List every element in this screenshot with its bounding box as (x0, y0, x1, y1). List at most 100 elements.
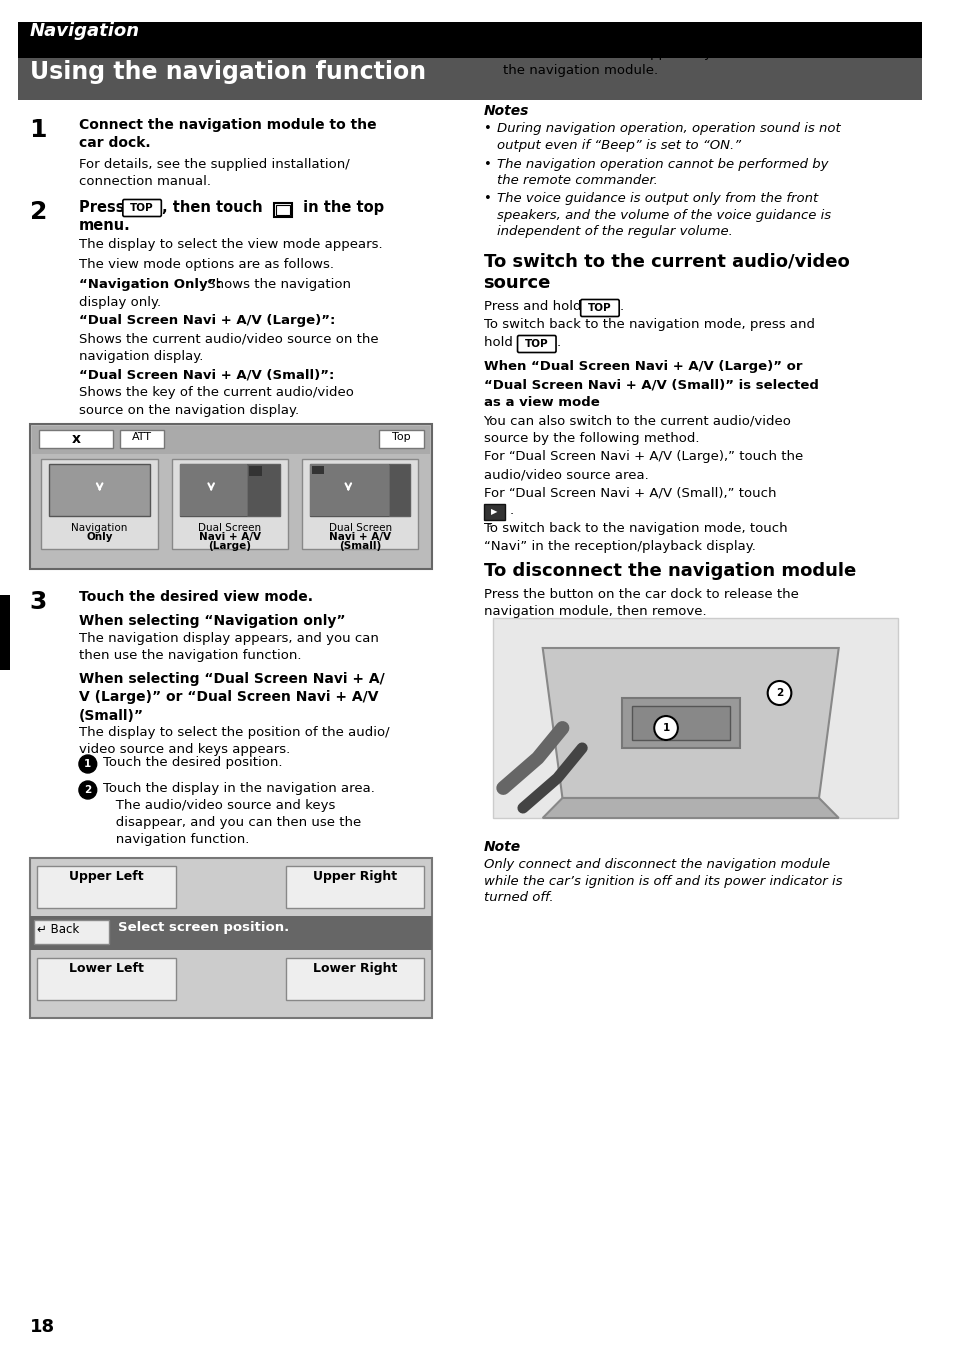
FancyBboxPatch shape (517, 335, 556, 353)
Text: menu.: menu. (79, 218, 131, 233)
Bar (30, 425, 432, 569)
Bar (276, 206, 290, 215)
Text: in the top: in the top (297, 200, 384, 215)
Text: 1: 1 (84, 758, 91, 769)
Text: audio/video source area.: audio/video source area. (483, 468, 648, 481)
Text: , then touch: , then touch (162, 200, 267, 215)
Bar (31, 426, 430, 454)
Text: .: . (509, 504, 513, 516)
Text: 1: 1 (661, 723, 669, 733)
Bar (30, 917, 432, 950)
Text: The navigation operation cannot be performed by
the remote commander.: The navigation operation cannot be perfo… (497, 158, 828, 188)
Text: ₅: ₅ (487, 519, 491, 529)
Bar (33, 919, 109, 944)
Text: The voice guidance is output only from the front
speakers, and the volume of the: The voice guidance is output only from t… (497, 192, 831, 238)
Bar (50, 464, 150, 516)
Bar (312, 466, 323, 475)
Polygon shape (542, 798, 838, 818)
Circle shape (79, 781, 96, 799)
Text: .: . (556, 337, 560, 349)
Bar (179, 464, 280, 516)
Bar (249, 466, 262, 476)
Text: For details, see the supplied installation/
connection manual.: For details, see the supplied installati… (79, 158, 350, 188)
Text: 18: 18 (30, 1318, 54, 1336)
Text: To switch to the current audio/video
source: To switch to the current audio/video sou… (483, 251, 848, 292)
Text: source on the navigation display.: source on the navigation display. (79, 404, 298, 416)
Bar (18, 58, 921, 100)
Bar (18, 22, 921, 58)
Bar (0, 595, 10, 671)
Text: Dual Screen: Dual Screen (198, 523, 261, 533)
Text: (Large): (Large) (208, 541, 252, 552)
Bar (493, 618, 897, 818)
FancyBboxPatch shape (580, 300, 618, 316)
Text: Using the navigation function: Using the navigation function (30, 59, 425, 84)
Bar (172, 458, 288, 549)
Text: The display to select the view mode appears.: The display to select the view mode appe… (79, 238, 382, 251)
Text: ATT: ATT (132, 433, 152, 442)
Bar (310, 464, 389, 516)
Text: 1: 1 (30, 118, 47, 142)
Text: During navigation operation, operation sound is not
output even if “Beep” is set: During navigation operation, operation s… (497, 122, 841, 151)
Text: 2: 2 (30, 200, 47, 224)
Bar (389, 464, 410, 516)
Text: When selecting “Navigation only”: When selecting “Navigation only” (79, 614, 345, 627)
Text: Navigation: Navigation (71, 523, 128, 533)
Text: x: x (71, 433, 80, 446)
Text: TOP: TOP (524, 339, 548, 349)
Text: Press and hold: Press and hold (483, 300, 584, 314)
Text: Lower Left: Lower Left (69, 963, 144, 975)
Text: “Dual Screen Navi + A/V (Small)” is selected: “Dual Screen Navi + A/V (Small)” is sele… (483, 379, 818, 391)
Bar (378, 430, 424, 448)
Bar (120, 430, 164, 448)
Text: “Navigation Only”:: “Navigation Only”: (79, 279, 221, 291)
Bar (37, 959, 175, 1000)
Text: For further details on navigation operation,
refer to the leaflet (supplied by T: For further details on navigation operat… (503, 30, 797, 77)
Text: Press: Press (79, 200, 130, 215)
Text: Press the button on the car dock to release the
navigation module, then remove.: Press the button on the car dock to rele… (483, 588, 798, 618)
Text: Only: Only (87, 531, 112, 542)
Bar (286, 959, 424, 1000)
Text: Navigation: Navigation (30, 22, 139, 41)
Text: Shows the current audio/video source on the: Shows the current audio/video source on … (79, 333, 378, 345)
Text: “Dual Screen Navi + A/V (Large)”:: “Dual Screen Navi + A/V (Large)”: (79, 314, 335, 327)
Text: The display to select the position of the audio/
video source and keys appears.: The display to select the position of th… (79, 726, 389, 756)
Text: Lower Right: Lower Right (313, 963, 397, 975)
Text: For “Dual Screen Navi + A/V (Small),” touch: For “Dual Screen Navi + A/V (Small),” to… (483, 485, 775, 499)
Text: .: . (619, 300, 623, 314)
Text: Shows the navigation: Shows the navigation (203, 279, 351, 291)
Text: display only.: display only. (79, 296, 161, 310)
Circle shape (79, 754, 96, 773)
Text: “Navi” in the reception/playback display.: “Navi” in the reception/playback display… (483, 539, 755, 553)
Text: Connect the navigation module to the
car dock.: Connect the navigation module to the car… (79, 118, 376, 150)
Text: Touch the display in the navigation area.
   The audio/video source and keys
   : Touch the display in the navigation area… (103, 781, 375, 846)
Text: Upper Right: Upper Right (313, 869, 396, 883)
Text: Select screen position.: Select screen position. (118, 921, 290, 934)
Text: hold: hold (483, 337, 517, 349)
Text: 3: 3 (30, 589, 47, 614)
Circle shape (767, 681, 791, 704)
Text: The view mode options are as follows.: The view mode options are as follows. (79, 258, 334, 270)
Bar (274, 203, 292, 218)
Text: Note: Note (483, 840, 520, 854)
Text: as a view mode: as a view mode (483, 396, 598, 410)
Bar (41, 458, 157, 549)
Text: Only connect and disconnect the navigation module
while the car’s ignition is of: Only connect and disconnect the navigati… (483, 859, 841, 904)
Bar (621, 698, 740, 748)
Bar (631, 706, 729, 740)
Text: Dual Screen: Dual Screen (328, 523, 392, 533)
Text: To switch back to the navigation mode, press and: To switch back to the navigation mode, p… (483, 318, 814, 331)
Text: Touch the desired view mode.: Touch the desired view mode. (79, 589, 313, 604)
Polygon shape (542, 648, 838, 798)
Text: To disconnect the navigation module: To disconnect the navigation module (483, 562, 855, 580)
Text: “Dual Screen Navi + A/V (Small)”:: “Dual Screen Navi + A/V (Small)”: (79, 368, 334, 381)
Bar (37, 867, 175, 909)
Text: You can also switch to the current audio/video: You can also switch to the current audio… (483, 414, 791, 427)
Bar (179, 464, 247, 516)
Text: The navigation display appears, and you can
then use the navigation function.: The navigation display appears, and you … (79, 631, 378, 662)
Text: source by the following method.: source by the following method. (483, 433, 699, 445)
Bar (247, 464, 280, 516)
Text: When “Dual Screen Navi + A/V (Large)” or: When “Dual Screen Navi + A/V (Large)” or (483, 360, 801, 373)
Text: •: • (483, 192, 491, 206)
Text: Navi + A/V: Navi + A/V (329, 531, 391, 542)
